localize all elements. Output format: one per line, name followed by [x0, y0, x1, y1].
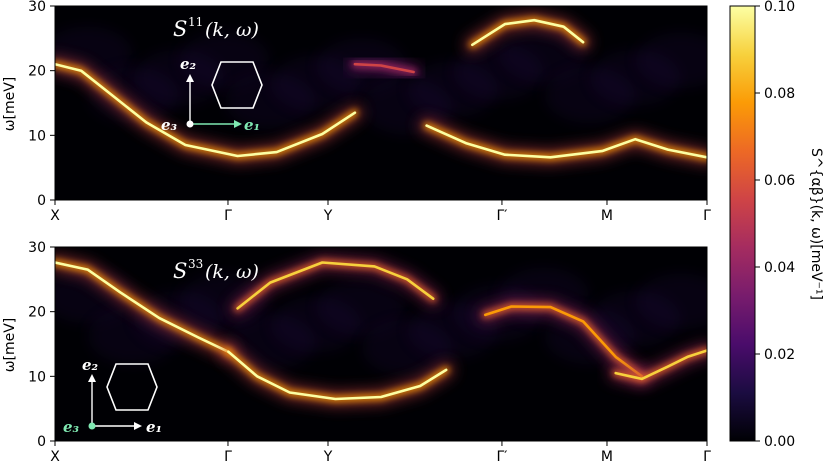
- panel-bottom: 0 10 20 30 X Γ Y Γ′ M Γ ω[meV] S 33 (k, ω) e₂ e₃…: [2, 240, 711, 465]
- continuum-blob: [499, 26, 589, 83]
- band-Y-flat: [353, 62, 415, 74]
- x-ticks-top: X Γ Y Γ′ M Γ: [50, 200, 711, 224]
- x-tick-label: M: [601, 449, 613, 465]
- origin-dot: [88, 422, 96, 430]
- x-tick-label: M: [601, 208, 613, 224]
- continuum-blob: [316, 279, 407, 336]
- band-Y-dome-upper: [236, 261, 435, 310]
- x-tick-label: Γ′: [496, 449, 507, 465]
- band-upper-dome: [471, 18, 585, 47]
- colorbar-tick-label: 0.10: [764, 0, 795, 15]
- y-ticks-top: 0 10 20 30: [28, 0, 55, 209]
- annotation-top: S 11 (k, ω): [173, 15, 259, 41]
- arrow-up-icon: [186, 74, 194, 82]
- heatmap-top: [55, 12, 707, 166]
- arrow-up-icon: [88, 374, 96, 382]
- annotation-symbol-bottom: S: [173, 259, 187, 283]
- colorbar-ticks: 0.00 0.02 0.04 0.06 0.08 0.10: [755, 0, 795, 450]
- y-axis-label-top: ω[meV]: [2, 77, 18, 131]
- colorbar-tick-label: 0.00: [764, 434, 795, 450]
- continuum-blob: [635, 273, 707, 330]
- colorbar-tick-label: 0.08: [764, 86, 795, 102]
- annotation-superscript-bottom: 33: [188, 257, 203, 271]
- band-lower: [55, 62, 357, 158]
- band-lower-2: [425, 124, 707, 159]
- y-tick-label: 10: [28, 128, 46, 144]
- lattice-inset-bottom: e₂ e₃ e₁: [63, 356, 162, 436]
- arrow-right-icon: [134, 422, 142, 430]
- annotation-symbol-top: S: [173, 17, 187, 41]
- x-tick-label: X: [50, 449, 60, 465]
- continuum-blob: [635, 32, 707, 89]
- colorbar-tick-label: 0.04: [764, 260, 795, 276]
- e1-label-bottom: e₁: [146, 418, 162, 436]
- x-tick-label: Γ: [703, 449, 711, 465]
- y-tick-label: 10: [28, 369, 46, 385]
- frame-top: [54, 5, 708, 201]
- continuum-blob: [179, 273, 270, 330]
- e2-label-top: e₂: [180, 55, 197, 73]
- x-tick-label: Γ′: [496, 208, 507, 224]
- x-tick-label: Y: [323, 449, 333, 465]
- hexagon-icon: [211, 61, 263, 109]
- panel-top: 0 10 20 30 X Γ Y Γ′ M Γ ω[meV] S 11 (k, ω) e₂ e₃…: [2, 0, 711, 224]
- colorbar: 0.00 0.02 0.04 0.06 0.08 0.10 S^{αβ}(k, ω)[me…: [729, 0, 824, 450]
- band-top-left: [55, 261, 230, 354]
- annotation-bottom: S 33 (k, ω): [173, 257, 259, 283]
- e3-label-bottom: e₃: [63, 418, 80, 436]
- colorbar-tick-label: 0.06: [764, 173, 795, 189]
- y-ticks-bottom: 0 10 20 30: [28, 240, 55, 450]
- x-tick-label: Γ: [224, 208, 232, 224]
- x-ticks-bottom: X Γ Y Γ′ M Γ: [50, 441, 711, 465]
- continuum-blob: [179, 32, 270, 89]
- y-tick-label: 0: [37, 434, 46, 450]
- y-tick-label: 20: [28, 305, 46, 321]
- y-tick-label: 0: [37, 193, 46, 209]
- e1-label-top: e₁: [244, 116, 260, 134]
- y-tick-label: 20: [28, 64, 46, 80]
- colorbar-gradient: [729, 5, 756, 442]
- origin-dot: [186, 120, 194, 128]
- annotation-superscript-top: 11: [188, 15, 203, 29]
- lattice-inset-top: e₂ e₃ e₁: [161, 55, 263, 134]
- band-M-dip: [614, 349, 707, 381]
- colorbar-label: S^{αβ}(k, ω)[meV⁻¹]: [808, 148, 824, 300]
- e3-label-top: e₃: [161, 116, 178, 134]
- heatmap-bottom: [55, 254, 707, 407]
- band-Gp-arc: [484, 305, 644, 378]
- x-tick-label: Γ: [703, 208, 711, 224]
- e2-label-bottom: e₂: [82, 356, 99, 374]
- colorbar-tick-label: 0.02: [764, 347, 795, 363]
- arrow-right-icon: [234, 120, 242, 128]
- annotation-args-top: (k, ω): [205, 19, 259, 41]
- frame-bottom: [54, 246, 708, 442]
- x-tick-label: Y: [323, 208, 333, 224]
- y-tick-label: 30: [28, 240, 46, 256]
- x-tick-label: X: [50, 208, 60, 224]
- x-tick-label: Γ: [224, 449, 232, 465]
- y-tick-label: 30: [28, 0, 46, 15]
- annotation-args-bottom: (k, ω): [205, 261, 259, 283]
- hexagon-icon: [106, 363, 158, 411]
- band-Y-dome-lower: [227, 350, 448, 401]
- y-axis-label-bottom: ω[meV]: [2, 318, 18, 372]
